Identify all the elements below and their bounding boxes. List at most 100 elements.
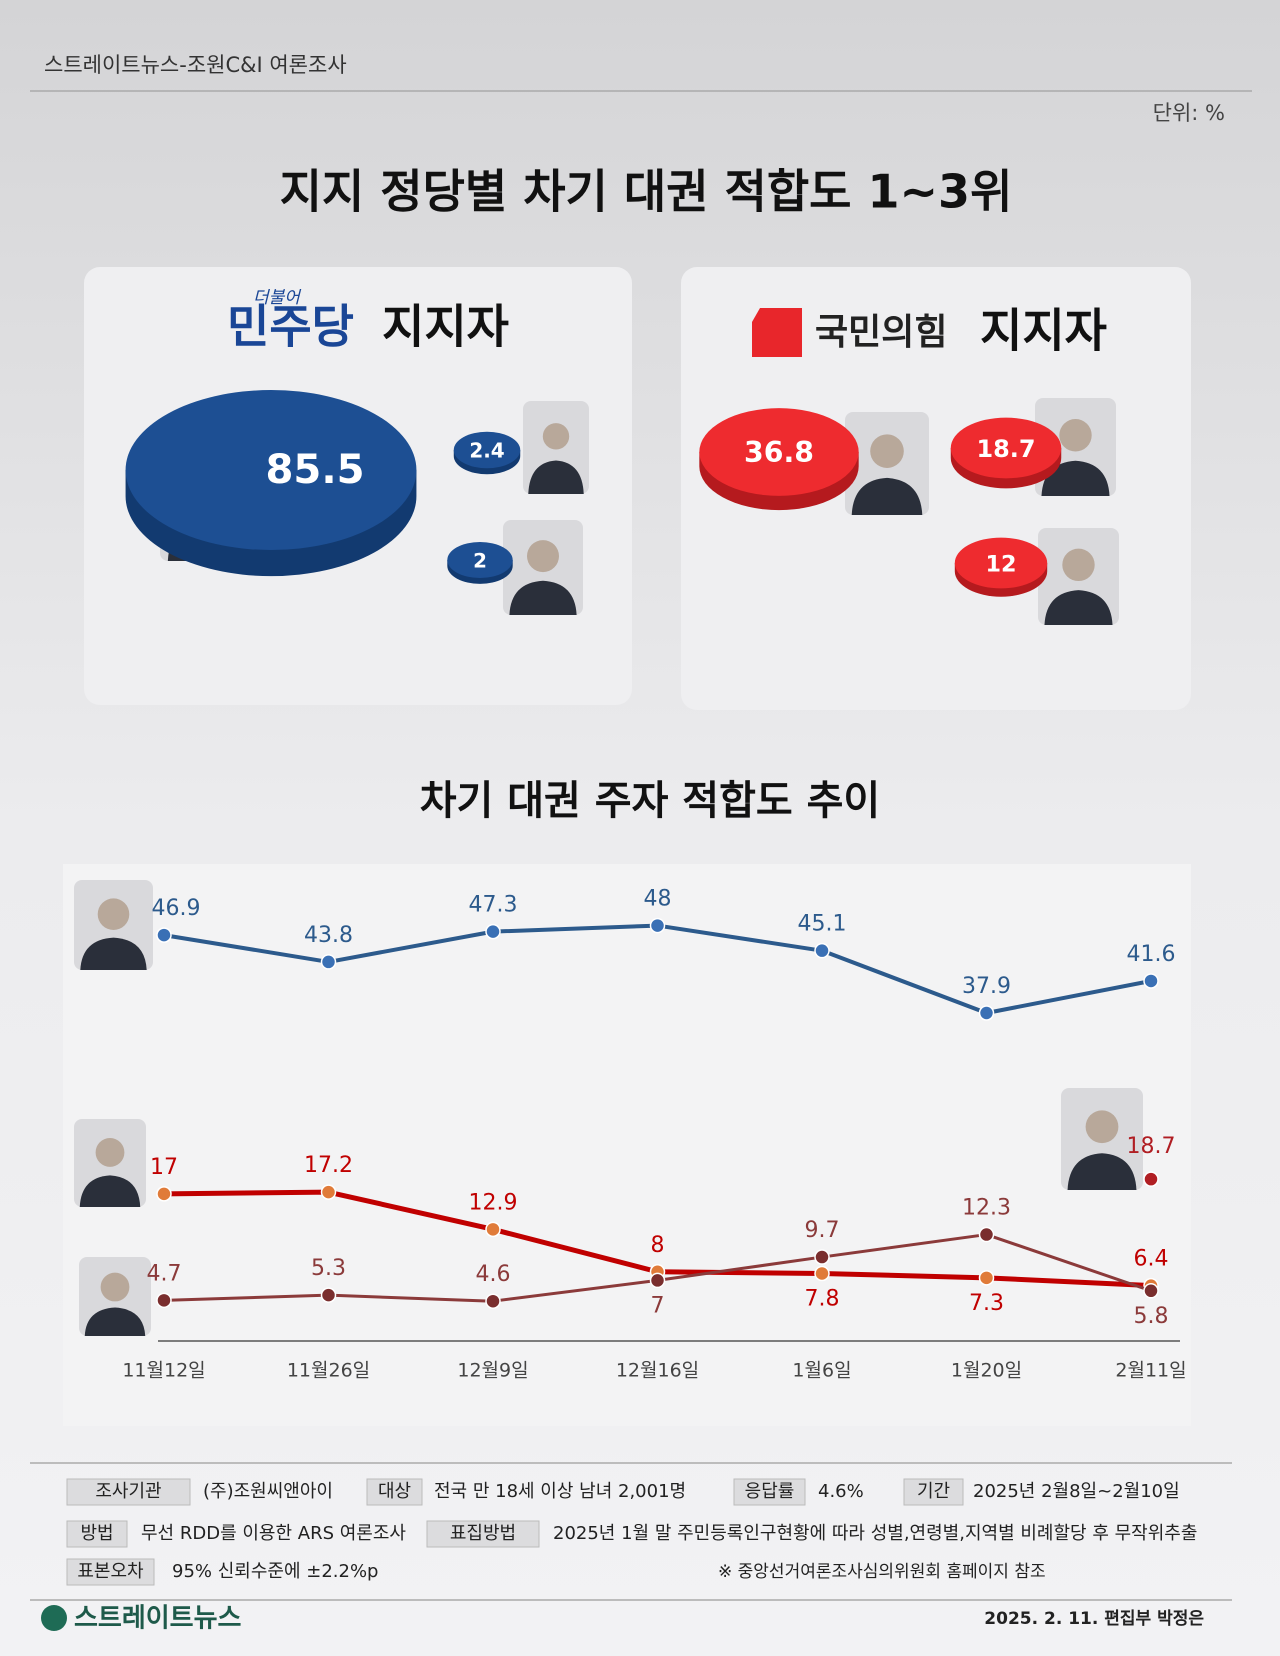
portrait-head [1062,548,1095,582]
footer-label: 응답률 [745,1481,795,1502]
series-marker [320,954,337,970]
portrait [79,1257,151,1336]
title: 지지 정당별 차기 대권 적합도 1~3위 [280,165,1013,219]
party-prefix: 더불어 [253,288,302,308]
portrait-body [1067,1153,1137,1190]
bubble [125,390,417,550]
portrait-head [870,434,904,468]
portrait-body [851,477,923,515]
footer-label-box [366,1478,423,1506]
value-label: 5.8 [1134,1304,1169,1329]
series-marker [649,917,666,934]
x-tick-label: 11월26일 [287,1360,370,1382]
value-label: 48 [644,887,672,912]
value-label: 12.3 [962,1196,1011,1221]
value-label: 8 [651,1233,665,1258]
source: 스트레이트뉴스-조원C&I 여론조사 [44,53,347,77]
logo: 스트레이트뉴스 [74,1604,242,1634]
series-marker [814,1249,830,1265]
value-label: 18.7 [1127,1134,1176,1159]
series-marker [320,1184,337,1200]
series-marker [978,1005,995,1021]
panel-title: 지지자 [382,300,509,354]
footer-value: 무선 RDD를 이용한 ARS 여론조사 [141,1523,406,1544]
footer-note: ※ 중앙선거여론조사심의위원회 홈페이지 참조 [718,1562,1046,1582]
portrait-body [80,937,147,970]
footer-value: 4.6% [818,1481,864,1502]
x-tick-label: 1월6일 [792,1360,851,1382]
footer-label-box [66,1478,191,1506]
value-label: 17 [150,1155,178,1180]
portrait-body [84,1307,146,1336]
panel-title: 지지자 [980,304,1107,358]
bubble [950,417,1062,479]
value-label: 37.9 [962,974,1011,999]
value-label: 47.3 [469,893,518,918]
series-marker [156,1292,172,1309]
unit: 단위: % [1153,101,1225,125]
portrait-head [1085,1110,1119,1144]
series-marker [320,1287,337,1303]
portrait [74,880,153,970]
footer-label-box [903,1478,964,1506]
series-marker [485,1221,501,1238]
footer-value: 95% 신뢰수준에 ±2.2%p [172,1561,379,1582]
series-marker [649,1272,666,1289]
x-tick-label: 11월12일 [122,1360,205,1382]
bubble [699,408,859,496]
footer-label: 표집방법 [450,1523,516,1544]
value-label: 7.3 [969,1291,1004,1316]
footer-label: 대상 [378,1481,411,1502]
portrait [523,401,589,494]
portrait-head [542,423,570,450]
portrait [74,1119,146,1207]
portrait-head [95,1138,125,1167]
footer-value: (주)조원씨앤아이 [203,1481,333,1502]
value-label: 9.7 [805,1218,840,1243]
value-label: 4.6 [476,1262,511,1287]
value-label: 41.6 [1127,942,1176,967]
value-label: 17.2 [304,1153,353,1178]
series-marker [156,927,172,943]
series-marker [1143,973,1159,989]
value-label: 2.4 [469,439,504,463]
footer-label: 표본오차 [77,1561,144,1582]
series-marker [156,1186,172,1202]
portrait-head [97,898,130,930]
footer-label-box [66,1520,128,1548]
portrait-head [527,540,559,573]
value-label: 12.9 [469,1190,518,1215]
value-label: 12 [985,552,1016,578]
portrait [503,520,583,615]
value-label: 36.8 [744,436,814,469]
x-tick-label: 12월9일 [457,1360,528,1382]
footer-label-box [66,1558,155,1586]
chart-area [63,864,1191,1426]
portrait-body [1041,460,1110,496]
value-label: 5.3 [311,1256,346,1281]
value-label: 45.1 [798,912,847,937]
value-label: 85.5 [265,447,364,493]
bubble [954,537,1048,589]
x-tick-label: 2월11일 [1115,1360,1186,1382]
value-label: 2 [473,550,487,573]
party-logo [752,308,802,357]
footer-label: 방법 [80,1523,113,1544]
party-name: 민주당 [227,300,354,354]
value-label: 46.9 [152,896,201,921]
x-tick-label: 1월20일 [951,1360,1022,1382]
value-label: 18.7 [976,435,1035,463]
footer-value: 2025년 2월8일~2월10일 [973,1481,1180,1502]
portrait-head [1059,419,1092,452]
series-marker [1143,1171,1159,1187]
portrait [1038,528,1119,625]
value-label: 4.7 [147,1261,182,1286]
series-marker [485,923,501,940]
footer-value: 전국 만 18세 이상 남녀 2,001명 [434,1481,686,1502]
portrait-body [528,460,584,494]
portrait [1061,1088,1143,1190]
footer-label: 조사기관 [95,1481,161,1502]
byline: 2025. 2. 11. 편집부 박정은 [984,1609,1204,1629]
portrait-body [1044,590,1113,625]
series-marker [1143,1283,1159,1299]
